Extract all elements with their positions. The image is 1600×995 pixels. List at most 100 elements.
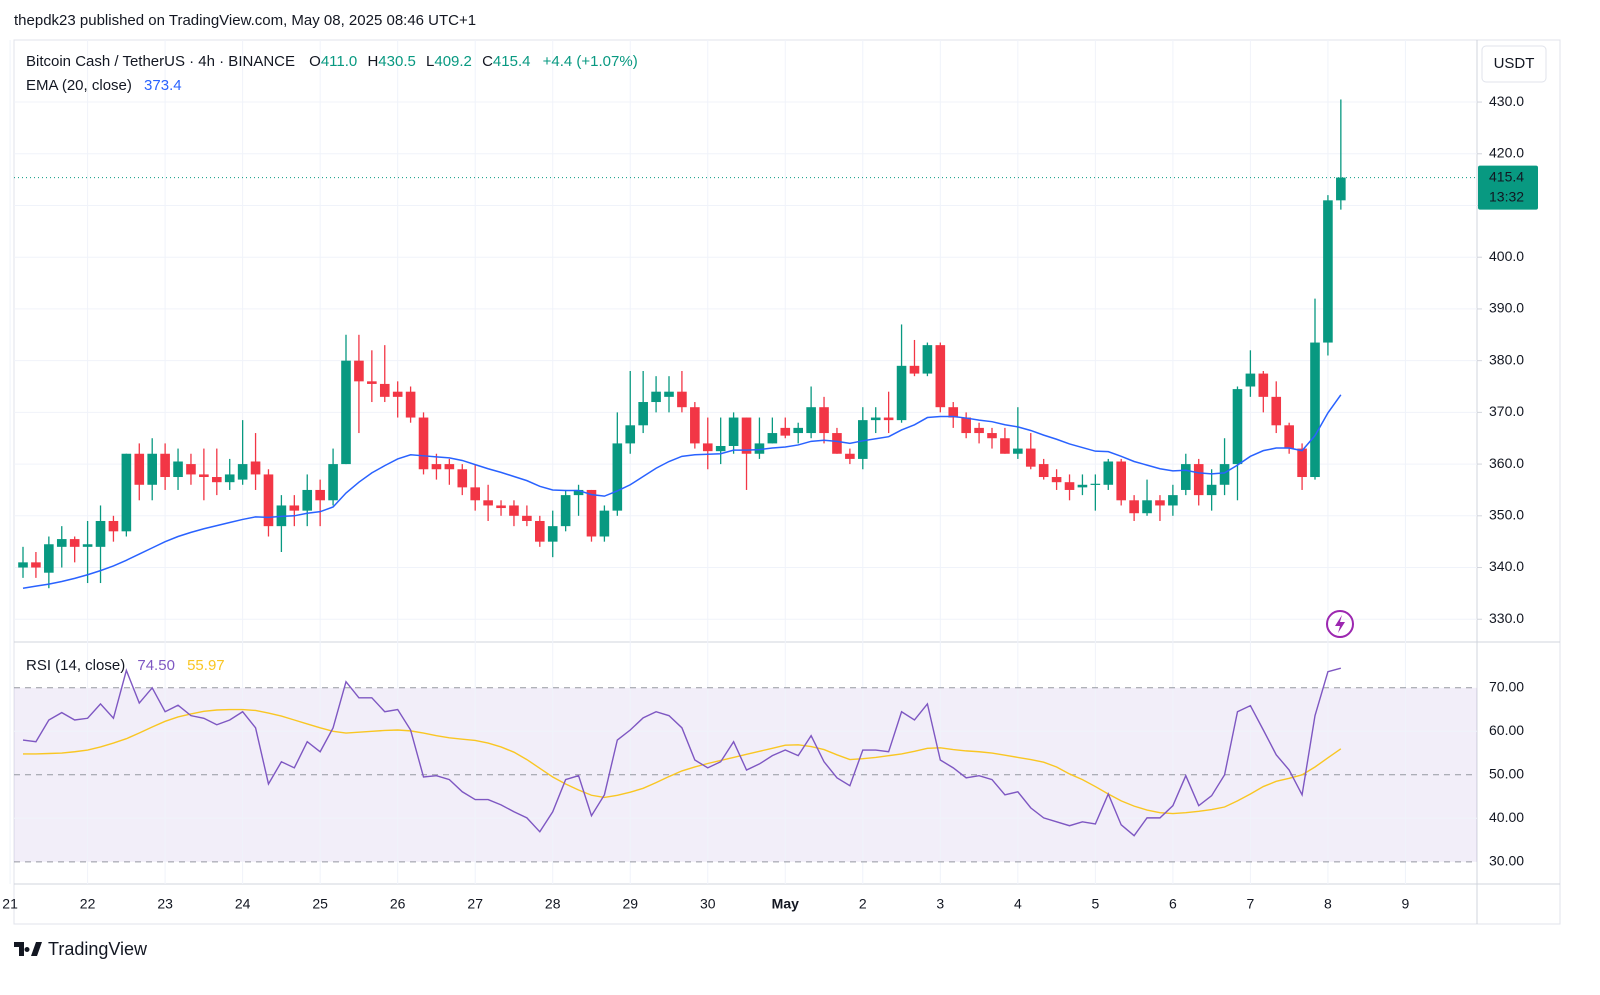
candle-body [1051, 477, 1062, 483]
candle-body [315, 489, 325, 501]
candle-body [651, 391, 661, 403]
candle-body [1155, 500, 1165, 506]
frame [13, 39, 1561, 925]
candle-body [95, 520, 106, 547]
x-tick-label: 5 [1091, 896, 1099, 912]
candle-body [341, 360, 351, 465]
last-price-label: 415.4 [1489, 168, 1524, 184]
x-tick-label: May [772, 896, 799, 912]
rsi-name: RSI (14, close) [26, 657, 125, 674]
x-tick-label: 7 [1247, 896, 1255, 912]
candle-body [987, 433, 997, 439]
candle-body [263, 474, 274, 527]
candle-body [379, 383, 390, 397]
candle-body [845, 453, 855, 459]
candle-body [883, 417, 894, 421]
ema-line [22, 394, 1342, 589]
candle-body [250, 461, 261, 475]
candle-body [664, 391, 674, 397]
x-tick-label: 26 [390, 896, 406, 912]
candle-body [1168, 495, 1178, 506]
candle-body [793, 427, 803, 434]
plot: 21 22 23 24 25 26 27 28 29 30 May 2 3 4 5 6 7 8 9330.0340.… [2, 40, 1538, 912]
candle-body [690, 407, 700, 444]
candle-body [199, 474, 209, 478]
candle-body [547, 526, 558, 542]
candle-body [392, 391, 403, 397]
candle-body [82, 544, 93, 547]
x-tick-label: 2 [859, 896, 867, 912]
rsi-tick-label: 70.00 [1489, 679, 1524, 695]
candle-body [134, 453, 145, 485]
candle-body [444, 464, 455, 470]
candle-body [18, 562, 28, 568]
candle-body [31, 562, 41, 568]
candle-body [186, 464, 196, 475]
candle-body [1090, 483, 1101, 485]
y-tick-label: 370.0 [1489, 403, 1524, 419]
candle-body [496, 505, 506, 509]
ema-name: EMA (20, close) [26, 77, 132, 94]
candle-body [470, 487, 480, 501]
candle-body [522, 515, 532, 521]
y-tick-label: 390.0 [1489, 300, 1524, 316]
candle-body [1000, 438, 1010, 454]
lightning-icon [1326, 610, 1354, 638]
candle-body [677, 391, 687, 408]
x-tick-label: 25 [312, 896, 328, 912]
candle-body [535, 520, 545, 542]
candle-body [237, 464, 248, 480]
candle-body [896, 365, 907, 421]
last-price-box [1478, 165, 1538, 210]
y-tick-label: 360.0 [1489, 455, 1524, 471]
candle-body [405, 391, 416, 418]
rsi-line [22, 667, 1342, 837]
candle-body [922, 345, 933, 374]
candle-body [702, 443, 713, 452]
candle-body [909, 365, 920, 374]
rsi-legend: RSI (14, close) 74.50 55.97 [26, 657, 225, 674]
candle-body [121, 453, 132, 532]
candle-body [612, 443, 623, 511]
candle-body [638, 402, 648, 426]
candle-body [418, 417, 429, 470]
y-tick-label: 350.0 [1489, 507, 1524, 523]
candle-body [961, 417, 971, 434]
candle-body [586, 489, 597, 537]
rsi-ma-line [23, 708, 1342, 815]
candle-body [974, 427, 984, 434]
x-tick-label: 27 [467, 896, 483, 912]
candle-body [1258, 373, 1269, 397]
rsi-tick-label: 50.00 [1489, 766, 1524, 782]
rsi-tick-label: 40.00 [1489, 809, 1524, 825]
candle-body [483, 500, 493, 506]
candle-body [780, 427, 791, 436]
brand-logo [14, 942, 42, 956]
candle-body [935, 345, 946, 408]
candle-body [715, 445, 726, 452]
candle-body [1077, 484, 1088, 488]
candle-body [289, 505, 300, 511]
candle-body [1142, 500, 1152, 514]
symbol: Bitcoin Cash / TetherUS · 4h · BINANCE [26, 53, 295, 70]
candle-body [56, 539, 67, 547]
candle-body [431, 464, 442, 470]
ohlc-value: 430.5 [378, 53, 416, 70]
candle-body [1038, 464, 1049, 478]
unit: USDT [1494, 55, 1535, 72]
candle-body [1193, 464, 1204, 496]
ema-value: 373.4 [144, 77, 182, 94]
x-tick-label: 21 [2, 896, 18, 912]
candle-body [457, 469, 468, 488]
y-tick-label: 380.0 [1489, 351, 1524, 367]
rsi-tick-label: 60.00 [1489, 722, 1524, 738]
icon-bolt [1335, 615, 1345, 633]
candle-body [160, 453, 170, 478]
rsi-ma-value: 55.97 [187, 657, 225, 674]
ohlc-key: L [426, 53, 434, 70]
candle-body [767, 433, 778, 444]
y-tick-label: 420.0 [1489, 144, 1524, 160]
candle-body [806, 407, 816, 434]
candle-body [1013, 448, 1023, 454]
